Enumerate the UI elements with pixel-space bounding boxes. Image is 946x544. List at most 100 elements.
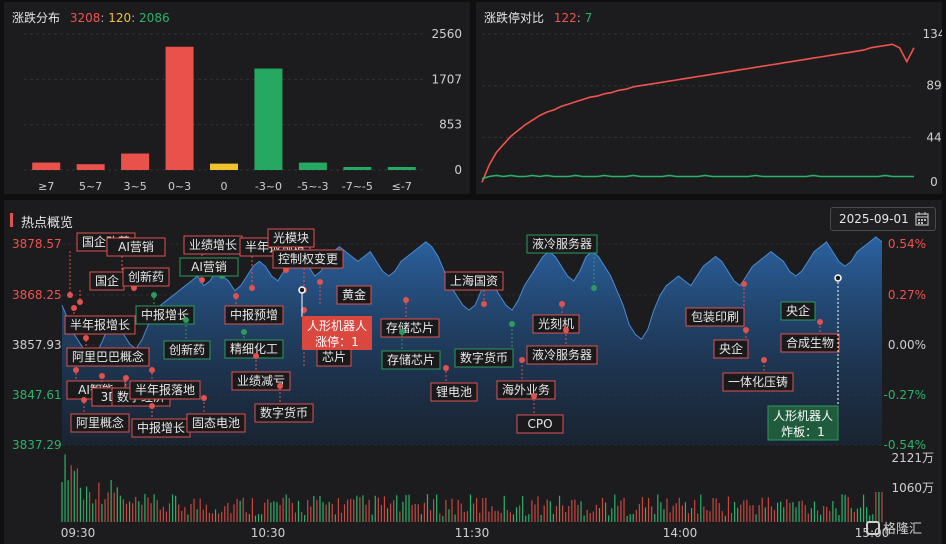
callout-dot [834,274,842,282]
tag-label: 数字货币 [260,405,308,420]
header-accent [10,213,13,227]
x-tick-label: ≤-7 [392,180,412,193]
tag-label: 阿里概念 [76,415,124,430]
hot-title: 热点概览 [21,216,74,231]
tag-box [780,301,816,321]
tag-dot [509,321,515,327]
tag-label: 上海国资 [450,273,498,288]
limit-panel: 涨跌停对比 122: 7 134 89 44 0 [476,2,942,194]
tag-label: 一体化压铸 [728,374,788,389]
y-tick-label: 89 [926,79,941,93]
tag-box [224,305,284,325]
tag-label: 芯片 [322,350,346,364]
tag-box [186,413,246,433]
date-value: 2025-09-01 [839,212,909,226]
tag-box [516,414,564,434]
tag-label: 中报增长 [137,420,185,435]
tag-dot [71,305,77,311]
tag-box [64,315,136,335]
y-tick-label: 2560 [431,27,462,41]
tag-label: 创新药 [128,269,164,284]
tag-dot [73,367,79,373]
bar [32,162,61,170]
tag-label: CPO [527,417,552,431]
limit-break-callout-title: 人形机器人 [773,409,833,423]
tag-label: 液冷服务器 [532,236,592,251]
bar [298,162,327,170]
tag-box [272,249,344,269]
tag-label: 中报增长 [141,307,189,322]
tag-dot [277,383,283,389]
x-tick-label: 14:00 [663,526,698,540]
y-right-label: -0.27% [884,388,926,402]
tag-dot [481,301,487,307]
tag-label: 包装印刷 [691,310,739,324]
y-tick-label: 1707 [431,72,462,86]
limit-break-callout-sub: 炸板：1 [781,425,825,439]
tag-label: 固态电池 [192,416,240,430]
tag-box [129,380,201,400]
tag-label: 控制权变更 [278,251,338,266]
bar [165,46,194,170]
distribution-panel: 涨跌分布 3208: 120: 2086 2560 1707 853 0 ≥7 5~7 3~… [4,2,470,194]
hot-overview-panel: 热点概览 2025-09-01 3878.57 0.54% 3868.25 0.27%… [4,200,942,544]
tag-dot [83,335,89,341]
tag-label: 存储芯片 [387,352,435,367]
x-tick-label: 0 [221,180,228,193]
tag-box [122,267,170,287]
tag-dot [253,353,259,359]
tag-box [336,285,372,305]
volume-label: 2121万 [891,451,934,465]
tag-box [163,340,211,360]
tag-label: 半年报落地 [135,382,195,397]
tag-dot [743,327,749,333]
tag-label: 央企 [786,303,810,318]
tag-dot [741,281,747,287]
y-left-label: 3837.29 [12,438,62,452]
tag-box [135,305,195,325]
distribution-chart: 2560 1707 853 0 ≥7 5~7 3~5 0~3 0 -3~0 -5~-3 -7~-5 ≤-… [24,27,462,193]
down-count: 2086 [139,11,170,25]
tag-label: AI营销 [118,240,154,254]
distribution-title: 涨跌分布 3208: 120: 2086 [12,11,170,25]
tag-label: 存储芯片 [386,320,434,335]
callout-dot [298,286,306,294]
tag-dot [81,397,87,403]
x-tick-label: -3~0 [255,180,282,193]
limit-up-callout [302,316,372,350]
tag-label: AI营销 [191,260,227,274]
tag-dot [317,279,323,285]
watermark: 格隆汇 [866,518,922,537]
limit-title: 涨跌停对比 122: 7 [484,11,593,25]
tag-dot [149,403,155,409]
tag-box [526,234,598,254]
tag-dot [559,301,565,307]
y-left-label: 3857.93 [12,338,62,352]
x-tick-label: 11:30 [455,526,490,540]
y-left-label: 3878.57 [12,237,62,251]
x-tick-label: 09:30 [61,526,96,540]
y-left-label: 3868.25 [12,288,62,302]
tag-dot [249,285,255,291]
tag-box [380,318,440,338]
y-right-label: 0.27% [888,288,926,302]
y-tick-label: 134 [923,27,942,41]
tag-box [179,257,239,277]
tag-dot [399,329,405,335]
bar [76,164,105,170]
flat-count: 120 [108,11,132,25]
tag-label: 创新药 [169,342,205,357]
bar [343,167,372,170]
bar [121,153,150,170]
tag-dot [591,285,597,291]
limit-down-count: 7 [584,11,593,25]
date-picker[interactable]: 2025-09-01 [830,207,936,231]
volume-label: 1060万 [891,481,934,495]
tag-dot [199,277,205,283]
y-left-label: 3847.61 [12,388,62,402]
tag-dot [563,327,569,333]
y-right-label: -0.54% [884,438,926,452]
tag-label: 液冷服务器 [532,347,592,362]
x-tick-label: 5~7 [79,180,102,193]
tag-label: 央企 [719,341,743,356]
